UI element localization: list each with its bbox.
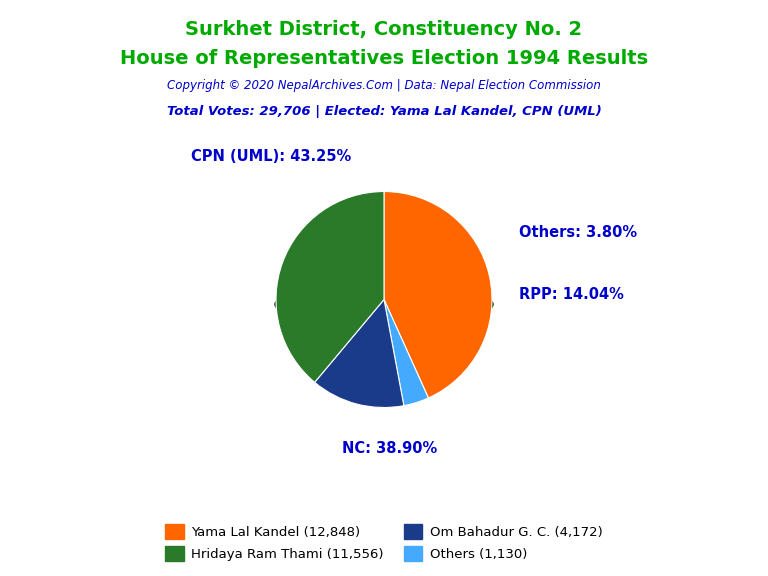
Text: Copyright © 2020 NepalArchives.Com | Data: Nepal Election Commission: Copyright © 2020 NepalArchives.Com | Dat… [167, 79, 601, 93]
Ellipse shape [275, 285, 493, 324]
Wedge shape [384, 300, 429, 406]
Text: Others: 3.80%: Others: 3.80% [519, 225, 637, 240]
Text: RPP: 14.04%: RPP: 14.04% [519, 287, 624, 302]
Wedge shape [384, 191, 492, 398]
Legend: Yama Lal Kandel (12,848), Hridaya Ram Thami (11,556), Om Bahadur G. C. (4,172), : Yama Lal Kandel (12,848), Hridaya Ram Th… [160, 519, 608, 567]
Wedge shape [276, 191, 384, 382]
Text: Total Votes: 29,706 | Elected: Yama Lal Kandel, CPN (UML): Total Votes: 29,706 | Elected: Yama Lal … [167, 105, 601, 118]
Text: NC: 38.90%: NC: 38.90% [342, 441, 437, 456]
Wedge shape [315, 300, 404, 407]
Text: CPN (UML): 43.25%: CPN (UML): 43.25% [191, 149, 352, 165]
Text: House of Representatives Election 1994 Results: House of Representatives Election 1994 R… [120, 49, 648, 68]
Text: Surkhet District, Constituency No. 2: Surkhet District, Constituency No. 2 [185, 20, 583, 39]
